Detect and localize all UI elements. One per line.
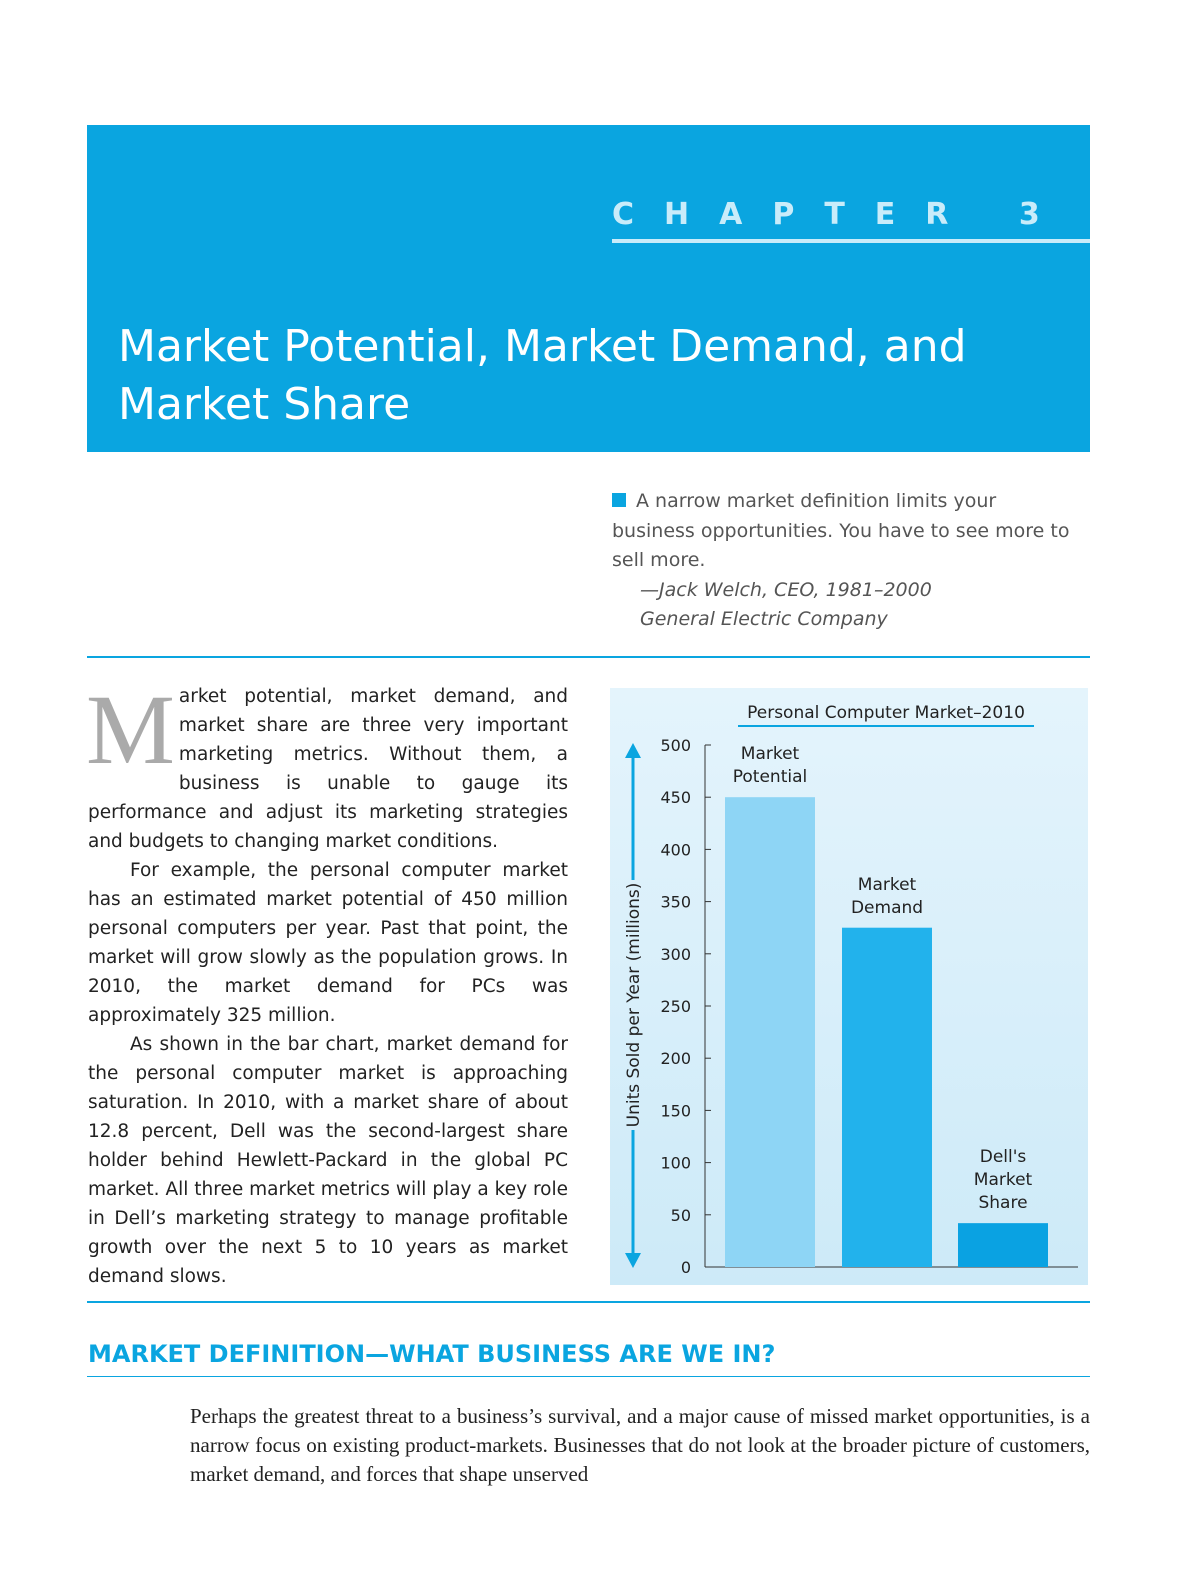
y-tick-label: 350 [660,893,691,912]
paragraph-text: arket potential, market demand, and mark… [88,686,568,852]
paragraph: For example, the personal computer marke… [88,860,568,1026]
y-tick-label: 500 [660,736,691,755]
y-tick-label: 100 [660,1154,691,1173]
arrowhead [625,743,641,758]
category-label: Dell's Market Share [973,1147,1033,1214]
y-tick-label: 0 [681,1258,691,1277]
y-tick-label: 50 [671,1206,691,1225]
y-tick-label: 150 [660,1101,691,1120]
bar [958,1223,1048,1267]
bar [842,927,932,1267]
divider [87,656,1090,658]
y-axis-label: Units Sold per Year (millions) [624,883,644,1128]
paragraph: Perhaps the greatest threat to a busines… [190,1404,1090,1486]
divider [87,1301,1090,1303]
drop-cap: M [86,674,175,785]
quote-text: A narrow market definition limits your b… [612,490,1070,571]
y-arrow [625,743,641,1268]
paragraph: As shown in the bar chart, market demand… [88,1034,568,1287]
arrowhead [625,1253,641,1268]
y-tick-label: 250 [660,997,691,1016]
heading-rule [87,1376,1090,1377]
bullet-square [612,493,626,507]
chapter-rule [612,239,1090,243]
chapter-title: Market Potential, Market Demand, and Mar… [118,321,967,430]
y-tick-label: 450 [660,788,691,807]
y-tick-label: 300 [660,945,691,964]
quote-attribution: —Jack Welch, CEO, 1981–2000 [640,578,932,601]
y-tick-label: 400 [660,840,691,859]
chart: Personal Computer Market–2010 Units Sold… [624,703,1078,1277]
chart-title: Personal Computer Market–2010 [747,703,1025,723]
y-tick-label: 200 [660,1049,691,1068]
bar [725,797,815,1267]
section-body: Perhaps the greatest threat to a busines… [190,1402,1090,1489]
quote-text-line: A narrow market definition limits your b… [612,487,1082,576]
section-heading: MARKET DEFINITION—WHAT BUSINESS ARE WE I… [88,1340,776,1368]
chart-panel: Personal Computer Market–2010 Units Sold… [610,688,1088,1285]
category-label: Market Demand [850,874,924,918]
category-label: Market Potential [732,744,808,788]
epigraph: A narrow market definition limits your b… [612,487,1082,635]
quote-organization: General Electric Company [640,608,888,630]
chapter-label: CHAPTER 3 [612,197,1070,232]
chapter-banner: CHAPTER 3 Market Potential, Market Deman… [87,125,1090,452]
